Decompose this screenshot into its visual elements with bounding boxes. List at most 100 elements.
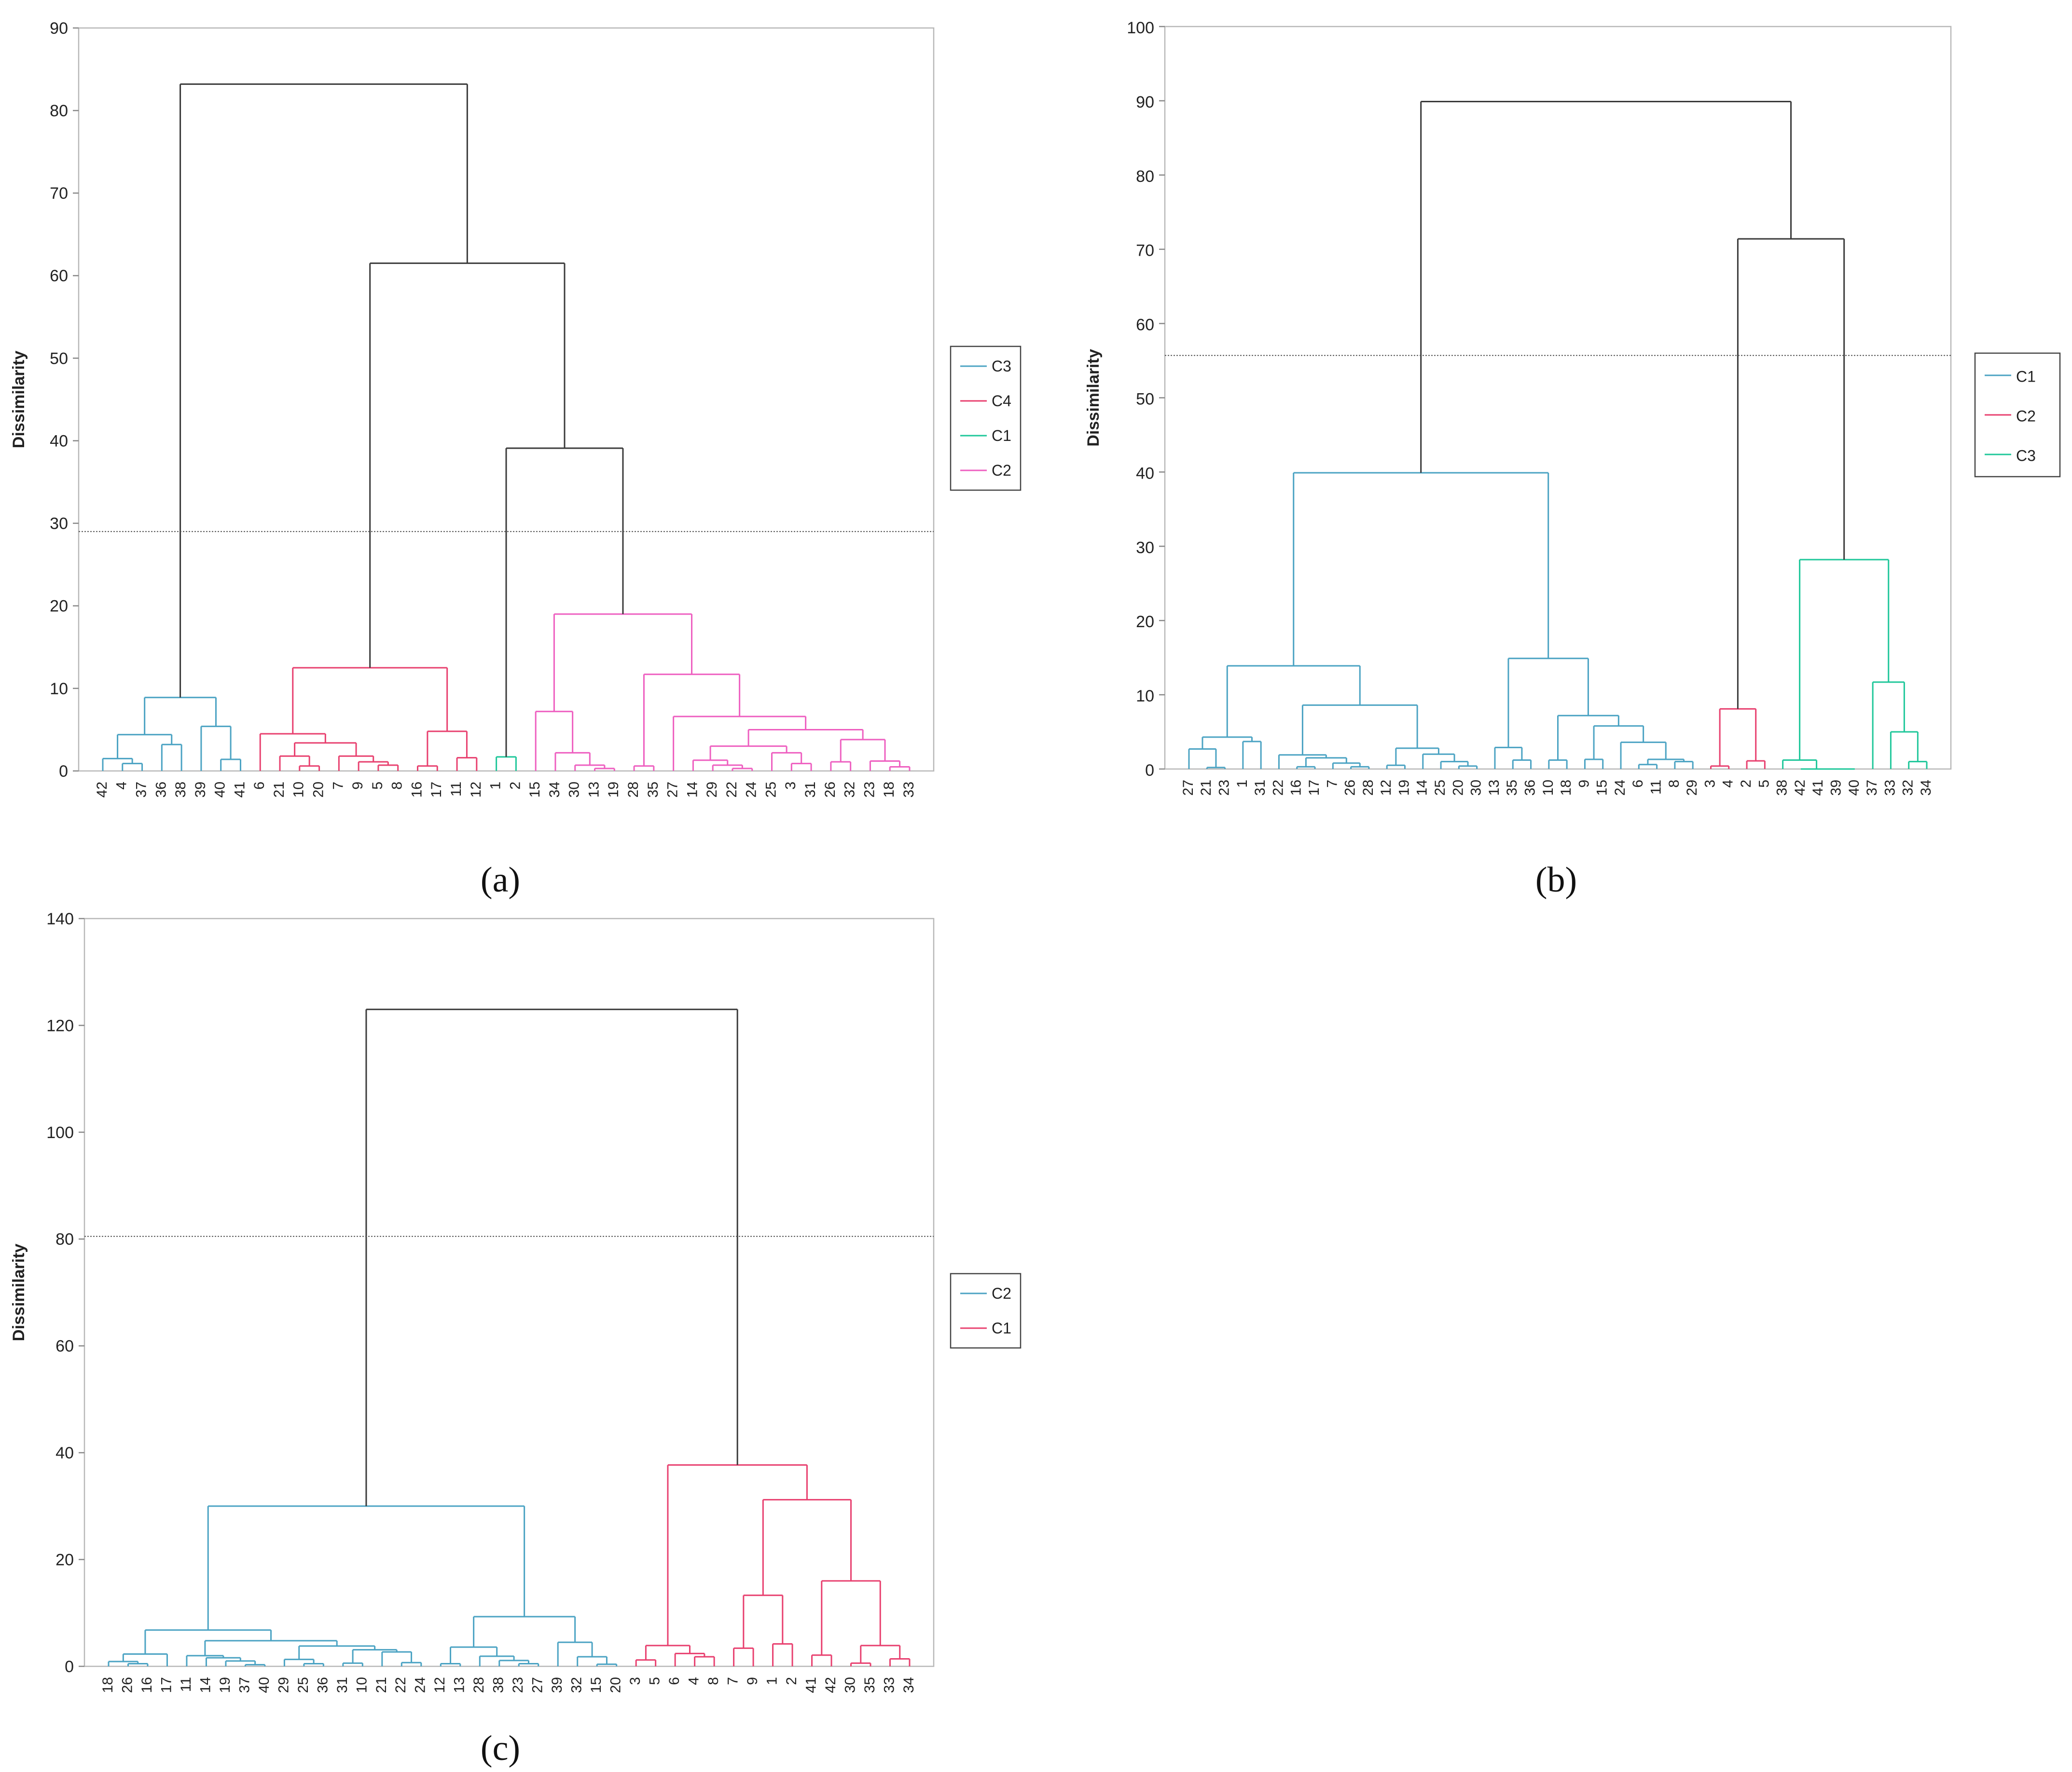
leaf-label: 16 (409, 782, 425, 797)
y-tick-label: 60 (55, 1337, 74, 1356)
leaf-label: 17 (428, 782, 444, 797)
leaf-label: 38 (1774, 780, 1790, 796)
plot-area (83, 918, 935, 1667)
leaf-label: 3 (1702, 780, 1718, 788)
y-tick-label: 70 (50, 184, 68, 203)
y-tick-label: 0 (59, 762, 68, 781)
leaf-label: 39 (193, 782, 208, 797)
leaf-label: 6 (1630, 780, 1646, 788)
leaf-label: 8 (1666, 780, 1682, 788)
leaf-label: 36 (1522, 780, 1538, 796)
leaf-label: 35 (1504, 780, 1520, 796)
leaf-label: 37 (133, 782, 149, 797)
leaf-label: 21 (1198, 780, 1214, 796)
leaf-label: 42 (94, 782, 110, 797)
leaf-label: 1 (764, 1677, 780, 1685)
leaf-label: 25 (1432, 780, 1448, 796)
y-tick-label: 20 (55, 1551, 74, 1569)
leaf-label: 4 (686, 1677, 702, 1685)
leaf-label: 20 (1450, 780, 1466, 796)
y-tick-label: 50 (50, 349, 68, 368)
leaf-label: 24 (413, 1677, 428, 1693)
legend-label: C1 (992, 1319, 1011, 1337)
leaf-label: 1 (1234, 780, 1250, 788)
leaf-label: 5 (647, 1677, 663, 1685)
leaf-label: 31 (334, 1677, 350, 1693)
leaf-label: 29 (276, 1677, 291, 1693)
leaf-label: 31 (802, 782, 818, 797)
y-tick-label: 100 (1127, 19, 1154, 37)
y-tick-label: 50 (1136, 390, 1154, 409)
leaf-label: 41 (803, 1677, 819, 1693)
leaf-label: 2 (784, 1677, 800, 1685)
leaf-label: 13 (452, 1677, 468, 1693)
leaf-label: 32 (569, 1677, 585, 1693)
leaf-label: 16 (139, 1677, 155, 1693)
leaf-label: 1 (488, 782, 504, 790)
leaf-label: 26 (1342, 780, 1358, 796)
leaf-label: 29 (1684, 780, 1700, 796)
legend-label: C1 (2016, 368, 2036, 385)
y-tick-label: 0 (65, 1658, 74, 1676)
y-axis-title: Dissimilarity (10, 1244, 28, 1341)
leaf-label: 34 (1918, 780, 1934, 796)
leaf-label: 35 (862, 1677, 878, 1693)
leaf-label: 15 (588, 1677, 604, 1693)
leaf-label: 18 (881, 782, 897, 797)
leaf-label: 15 (527, 782, 543, 797)
leaf-label: 32 (1900, 780, 1916, 796)
leaf-label: 40 (212, 782, 228, 797)
leaf-label: 22 (1270, 780, 1286, 796)
legend (950, 1273, 1022, 1349)
leaf-label: 25 (763, 782, 779, 797)
y-tick-label: 40 (55, 1444, 74, 1462)
y-tick-label: 140 (46, 910, 74, 928)
leaf-label: 12 (1378, 780, 1394, 796)
y-tick-label: 20 (50, 597, 68, 616)
leaf-label: 35 (645, 782, 661, 797)
leaf-label: 9 (350, 782, 366, 790)
leaf-label: 38 (173, 782, 189, 797)
leaf-label: 26 (822, 782, 838, 797)
leaf-label: 28 (1360, 780, 1376, 796)
leaf-label: 21 (373, 1677, 389, 1693)
leaf-label: 11 (1648, 780, 1664, 795)
y-tick-label: 10 (1136, 687, 1154, 705)
y-tick-label: 80 (50, 102, 68, 120)
leaf-label: 11 (448, 782, 464, 797)
leaf-label: 33 (901, 782, 917, 797)
leaf-label: 7 (330, 782, 346, 790)
leaf-label: 22 (393, 1677, 409, 1693)
leaf-label: 15 (1594, 780, 1610, 796)
leaf-label: 27 (1180, 780, 1196, 796)
legend-label: C2 (992, 462, 1011, 479)
leaf-label: 34 (547, 782, 563, 797)
y-tick-label: 40 (50, 432, 68, 450)
leaf-label: 4 (1720, 780, 1736, 788)
leaf-label: 19 (1396, 780, 1412, 796)
leaf-label: 37 (236, 1677, 252, 1693)
legend-label: C4 (992, 392, 1011, 410)
leaf-label: 9 (745, 1677, 760, 1685)
leaf-label: 10 (1540, 780, 1556, 796)
leaf-label: 27 (530, 1677, 546, 1693)
leaf-label: 14 (684, 782, 700, 797)
leaf-label: 27 (665, 782, 681, 797)
y-tick-label: 120 (46, 1016, 74, 1035)
legend-label: C1 (992, 427, 1011, 444)
leaf-label: 28 (625, 782, 641, 797)
leaf-label: 23 (1216, 780, 1232, 796)
leaf-label: 5 (370, 782, 386, 790)
leaf-label: 7 (725, 1677, 741, 1685)
leaf-label: 31 (1252, 780, 1268, 796)
y-tick-label: 90 (1136, 93, 1154, 111)
y-tick-label: 0 (1145, 761, 1154, 780)
leaf-label: 14 (1414, 780, 1430, 796)
y-tick-label: 30 (1136, 538, 1154, 557)
leaf-label: 13 (1486, 780, 1502, 796)
y-tick-label: 10 (50, 680, 68, 698)
